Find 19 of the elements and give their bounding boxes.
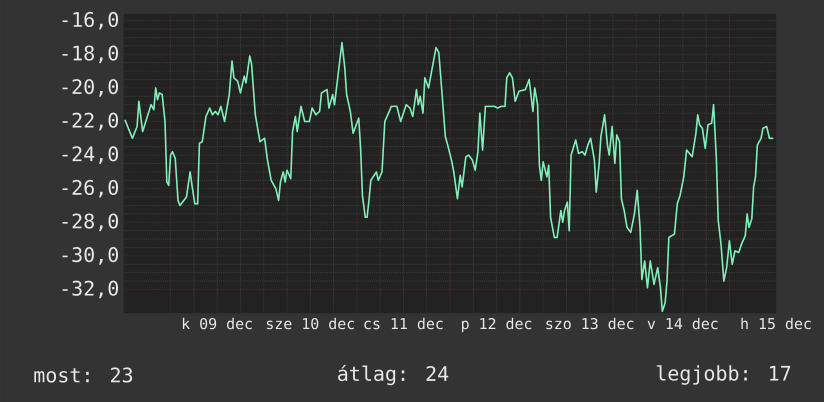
y-tick-label: -24,0 [62,146,118,164]
y-tick-label: -28,0 [62,213,118,232]
text: átlag: 24 [338,364,448,386]
y-tick-label: -32,0 [62,280,118,298]
x-tick-label: sze 10 dec [266,318,354,330]
y-tick-label: -30,0 [62,247,118,265]
x-tick-label: p 12 dec [462,318,532,332]
x-tick-label: szo 13 dec [546,318,634,330]
text: legjobb: 17 [656,365,790,385]
x-tick-label: cs 11 dec [364,318,443,330]
x-tick-label: k 09 dec [182,318,252,330]
y-tick-label: -20,0 [62,79,118,97]
x-tick-label: v 14 dec [648,318,718,330]
text: most: 23 [34,367,132,383]
y-tick-label: -22,0 [62,112,118,130]
y-tick-label: -18,0 [62,45,118,64]
y-tick-label: -26,0 [62,180,118,198]
x-tick-label: h 15 dec [741,318,811,330]
y-tick-label: -16,0 [62,12,118,30]
